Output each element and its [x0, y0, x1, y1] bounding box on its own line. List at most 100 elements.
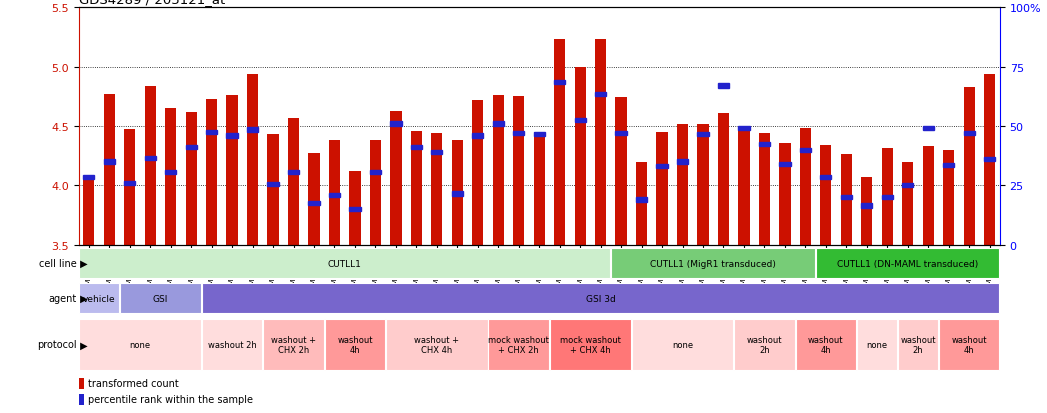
Bar: [738, 127, 750, 131]
Text: washout +
CHX 2h: washout + CHX 2h: [271, 335, 316, 354]
Bar: [431, 150, 443, 155]
Text: GSI 3d: GSI 3d: [585, 294, 616, 303]
Bar: [631, 319, 733, 370]
Text: washout 2h: washout 2h: [207, 340, 257, 349]
Bar: [922, 147, 934, 245]
Bar: [611, 248, 816, 279]
Text: percentile rank within the sample: percentile rank within the sample: [88, 394, 252, 404]
Bar: [862, 178, 872, 245]
Bar: [554, 81, 565, 85]
Text: washout
4h: washout 4h: [952, 335, 987, 354]
Bar: [185, 112, 197, 245]
Bar: [759, 134, 770, 245]
Bar: [206, 131, 217, 135]
Bar: [636, 198, 647, 202]
Bar: [616, 98, 627, 245]
Text: CUTLL1 (DN-MAML transduced): CUTLL1 (DN-MAML transduced): [838, 259, 978, 268]
Bar: [636, 162, 647, 245]
Bar: [882, 195, 893, 200]
Bar: [83, 176, 94, 180]
Bar: [472, 101, 484, 245]
Bar: [79, 319, 201, 370]
Bar: [410, 146, 422, 150]
Text: washout
4h: washout 4h: [337, 335, 373, 354]
Bar: [79, 248, 610, 279]
Bar: [697, 124, 709, 245]
Bar: [534, 133, 544, 137]
Text: vehicle: vehicle: [83, 294, 115, 303]
Bar: [554, 40, 565, 245]
Bar: [857, 319, 897, 370]
Bar: [820, 145, 831, 245]
Bar: [120, 283, 201, 313]
Bar: [329, 141, 340, 245]
Bar: [903, 184, 913, 188]
Bar: [738, 128, 750, 245]
Bar: [350, 207, 360, 211]
Bar: [125, 181, 135, 185]
Bar: [267, 135, 279, 245]
Bar: [309, 202, 319, 206]
Text: none: none: [672, 340, 693, 349]
Bar: [165, 171, 176, 175]
Bar: [288, 171, 299, 175]
Bar: [718, 84, 729, 88]
Bar: [841, 195, 852, 200]
Text: ▶: ▶: [77, 339, 88, 349]
Bar: [202, 283, 1000, 313]
Bar: [943, 150, 954, 245]
Bar: [718, 114, 729, 245]
Bar: [288, 119, 299, 245]
Bar: [104, 160, 115, 164]
Text: washout
4h: washout 4h: [808, 335, 844, 354]
Bar: [391, 122, 401, 126]
Bar: [391, 111, 401, 245]
Text: washout +
CHX 4h: washout + CHX 4h: [415, 335, 460, 354]
Bar: [656, 133, 668, 245]
Bar: [144, 157, 156, 161]
Text: ▶: ▶: [77, 294, 88, 304]
Bar: [820, 176, 831, 180]
Bar: [104, 95, 115, 245]
Bar: [575, 119, 585, 123]
Bar: [575, 67, 585, 245]
Bar: [984, 74, 996, 245]
Bar: [329, 193, 340, 197]
Text: none: none: [867, 340, 888, 349]
Bar: [386, 319, 488, 370]
Bar: [656, 165, 668, 169]
Bar: [451, 141, 463, 245]
Bar: [513, 132, 525, 136]
Bar: [309, 154, 319, 245]
Bar: [616, 132, 627, 136]
Bar: [759, 142, 770, 147]
Bar: [165, 109, 176, 245]
Bar: [370, 141, 381, 245]
Bar: [350, 171, 360, 245]
Bar: [816, 248, 1000, 279]
Bar: [79, 378, 84, 389]
Text: mock washout
+ CHX 4h: mock washout + CHX 4h: [560, 335, 621, 354]
Text: cell line: cell line: [39, 259, 76, 268]
Bar: [247, 128, 259, 132]
Bar: [431, 134, 443, 245]
Bar: [493, 96, 504, 245]
Bar: [144, 86, 156, 245]
Text: GDS4289 / 205121_at: GDS4289 / 205121_at: [79, 0, 225, 6]
Bar: [472, 134, 484, 138]
Bar: [734, 319, 795, 370]
Text: none: none: [130, 340, 151, 349]
Bar: [939, 319, 1000, 370]
Bar: [79, 283, 119, 313]
Text: protocol: protocol: [37, 339, 76, 349]
Bar: [796, 319, 856, 370]
Bar: [800, 129, 811, 245]
Bar: [226, 96, 238, 245]
Text: ▶: ▶: [77, 259, 88, 268]
Text: washout
2h: washout 2h: [747, 335, 782, 354]
Bar: [489, 319, 549, 370]
Bar: [882, 149, 893, 245]
Bar: [226, 134, 238, 138]
Text: agent: agent: [48, 294, 76, 304]
Bar: [267, 183, 279, 187]
